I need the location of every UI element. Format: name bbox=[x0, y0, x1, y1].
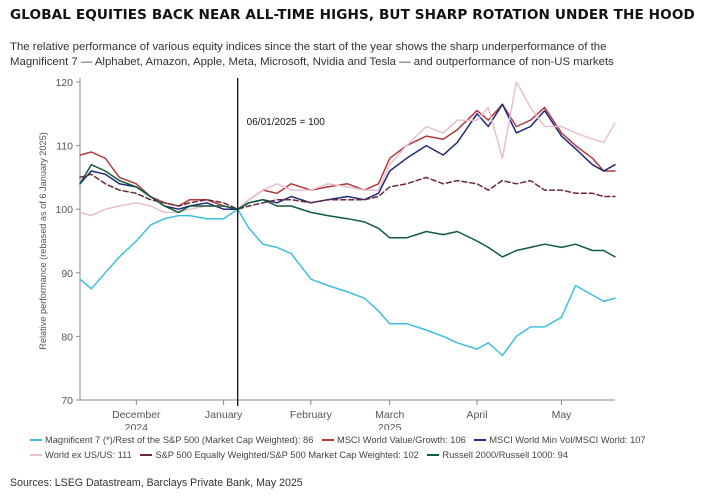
y-tick-label: 90 bbox=[61, 268, 73, 280]
legend-item-russell: Russell 2000/Russell 1000: 94 bbox=[427, 450, 568, 460]
subtitle-line-1: The relative performance of various equi… bbox=[10, 41, 607, 53]
series-line-value-growth bbox=[79, 103, 616, 210]
series-line-min-vol bbox=[79, 103, 616, 210]
legend-swatch bbox=[140, 453, 153, 456]
legend-item-mag7: Magnificent 7 (*)/Rest of the S&P 500 (M… bbox=[30, 435, 313, 445]
y-tick-label: 80 bbox=[61, 331, 73, 343]
legend-item-sp-equal: S&P 500 Equally Weighted/S&P 500 Market … bbox=[140, 450, 419, 460]
legend-swatch bbox=[427, 453, 440, 456]
series-line-sp-equal bbox=[79, 173, 616, 210]
legend-label: Magnificent 7 (*)/Rest of the S&P 500 (M… bbox=[45, 435, 314, 445]
legend-label: MSCI World Min Vol/MSCI World: 107 bbox=[489, 435, 646, 445]
legend-swatch bbox=[30, 438, 42, 441]
legend-swatch bbox=[30, 453, 42, 456]
y-tick-label: 110 bbox=[56, 141, 73, 153]
x-tick-label: April bbox=[467, 409, 488, 421]
rebase-date-label: 06/01/2025 = 100 bbox=[247, 117, 326, 128]
y-tick-label: 120 bbox=[55, 77, 73, 89]
legend-item-world-ex-us: World ex US/US: 111 bbox=[30, 450, 132, 460]
x-year-label: 2024 bbox=[125, 422, 149, 430]
series-line-mag7 bbox=[79, 208, 616, 357]
legend-swatch bbox=[474, 438, 487, 441]
subtitle-line-2: Magnificent 7 — Alphabet, Amazon, Apple,… bbox=[10, 56, 614, 68]
series-line-world-ex-us bbox=[79, 81, 616, 217]
series-line-russell bbox=[79, 163, 616, 258]
x-tick-label: March bbox=[375, 409, 404, 421]
legend-item-min-vol: MSCI World Min Vol/MSCI World: 107 bbox=[474, 435, 646, 445]
chart-subtitle: The relative performance of various equi… bbox=[10, 40, 700, 70]
x-tick-label: January bbox=[205, 409, 243, 421]
legend-label: MSCI World Value/Growth: 106 bbox=[336, 435, 466, 445]
legend-label: World ex US/US: 111 bbox=[45, 450, 132, 460]
legend-swatch bbox=[321, 438, 334, 441]
y-tick-label: 100 bbox=[55, 204, 73, 216]
line-chart: 70 80 90 100 110 120 Relative performance (reb… bbox=[38, 77, 616, 430]
legend-item-value-growth: MSCI World Value/Growth: 106 bbox=[321, 435, 466, 445]
x-tick-label: February bbox=[290, 409, 333, 421]
legend-label: S&P 500 Equally Weighted/S&P 500 Market … bbox=[155, 450, 419, 460]
y-tick-label: 70 bbox=[61, 395, 73, 407]
chart-title: GLOBAL EQUITIES BACK NEAR ALL-TIME HIGHS… bbox=[10, 7, 695, 23]
chart-legend: Magnificent 7 (*)/Rest of the S&P 500 (M… bbox=[30, 433, 700, 463]
legend-label: Russell 2000/Russell 1000: 94 bbox=[442, 450, 569, 460]
y-axis-label: Relative performance (rebased as of 6 Ja… bbox=[38, 132, 48, 350]
x-tick-label: December bbox=[112, 409, 161, 421]
x-tick-label: May bbox=[552, 409, 573, 421]
x-year-label: 2025 bbox=[378, 422, 402, 430]
source-note: Sources: LSEG Datastream, Barclays Priva… bbox=[10, 477, 303, 489]
